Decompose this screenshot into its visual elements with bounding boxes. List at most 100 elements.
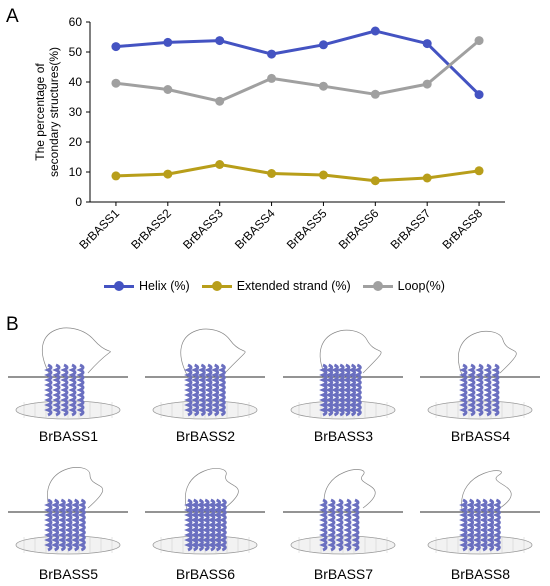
helix-ribbon [76,363,85,417]
data-point-extended-strand [267,169,277,178]
helix-ribbon [347,363,357,417]
x-tick-label: BrBASS5 [284,206,330,252]
x-tick-label: BrBASS1 [76,206,122,252]
structure-panel: BrBASS5 [0,450,137,585]
loop-trace [461,470,512,511]
x-tick-label: BrBASS2 [128,206,174,252]
chart-series [111,26,484,186]
series-line-loop [115,39,481,103]
data-point-extended-strand [215,160,225,169]
helix-ribbon [319,498,328,552]
data-point-extended-strand [422,173,432,183]
helix-ribbon [204,363,213,417]
legend-label: Helix (%) [139,279,190,293]
data-point-loop [267,73,277,83]
structure-label: BrBASS7 [313,566,374,582]
structure-panel: BrBASS6 [137,450,274,585]
series-loop [111,36,484,106]
helix-ribbon [44,498,53,552]
y-tick-label: 50 [69,45,83,59]
helix-ribbon [210,363,220,417]
helix-ribbon [77,498,86,552]
loop-trace [458,330,517,376]
helix-ribbon [351,498,360,552]
data-point-extended-strand [474,166,484,176]
helix-ribbon [353,363,362,417]
data-point-helix [163,37,173,47]
x-tick-label: BrBASS4 [232,206,278,252]
data-point-loop [111,78,121,88]
helix-ribbon [206,498,216,552]
series-helix [111,26,484,100]
helix-ribbon [459,363,468,417]
data-point-loop [474,36,484,46]
y-tick-label: 30 [69,105,83,119]
helix-ribbon [189,498,199,552]
y-axis-label-line-1: The percentage of [33,63,47,161]
helix-ribbon [197,363,206,417]
helix-ribbon [184,363,193,417]
x-tick-label: BrBASS8 [439,206,485,252]
helix-ribbon [341,363,351,417]
data-point-helix [215,36,225,46]
helix-ribbon [190,363,200,417]
helix-ribbon [327,498,336,552]
helix-ribbon [218,498,227,552]
structure-panel: BrBASS7 [275,450,412,585]
structure-label: BrBASS8 [450,566,511,582]
helix-ribbon [50,498,60,552]
data-point-loop [215,96,225,106]
panel-a-letter: A [6,6,19,27]
protein-structure-image [145,328,265,420]
data-point-helix [422,39,432,49]
legend-swatch [362,280,393,292]
helix-ribbon [212,498,222,552]
data-point-helix [111,42,121,52]
protein-structure-image [283,329,403,420]
series-line-helix [115,29,481,96]
x-tick-label: BrBASS6 [336,206,382,252]
data-point-extended-strand [163,169,173,179]
legend-item-helix: Helix (%) [104,279,190,293]
structure-panel: BrBASS8 [412,450,549,585]
y-axis-label-line-2: secondary structures(%) [47,47,61,177]
helix-ribbon [324,363,334,417]
structure-panel: BrBASS1 [0,315,137,450]
helix-ribbon [44,363,53,417]
data-point-extended-strand [318,170,328,180]
data-point-helix [318,40,328,50]
structure-grid: BrBASS1 BrBASS2 BrBASS3 BrBASS4 BrBASS5 BrBAS… [0,315,550,586]
structure-panel: BrBASS3 [275,315,412,450]
structure-panel: BrBASS4 [412,315,549,450]
protein-structure-image [145,468,265,555]
protein-structure-image [8,327,128,420]
helix-ribbon [195,498,204,552]
helix-ribbon [459,498,468,552]
y-tick-label: 40 [69,75,83,89]
helix-ribbon [483,363,492,417]
panel-b-letter: B [6,314,19,335]
data-point-helix [267,49,277,59]
data-point-extended-strand [370,176,380,186]
loop-trace [319,329,382,376]
helix-ribbon [217,363,226,417]
structure-label: BrBASS1 [38,428,99,444]
loop-trace [180,328,246,376]
helix-ribbon [475,363,484,417]
helix-ribbon [184,498,193,552]
helix-ribbon [319,363,328,417]
series-line-extended-strand [115,163,480,183]
structure-label: BrBASS2 [175,428,236,444]
x-tick-label: BrBASS3 [180,206,226,252]
protein-structure-image [420,330,540,420]
legend-swatch [201,280,232,292]
helix-ribbon [335,498,344,552]
data-point-loop [318,81,328,91]
y-tick-label: 60 [69,15,83,29]
data-point-loop [163,85,173,94]
helix-ribbon [68,363,77,417]
legend-item-loop: Loop(%) [362,279,445,293]
legend-label: Extended strand (%) [236,279,351,293]
data-point-loop [370,89,380,99]
